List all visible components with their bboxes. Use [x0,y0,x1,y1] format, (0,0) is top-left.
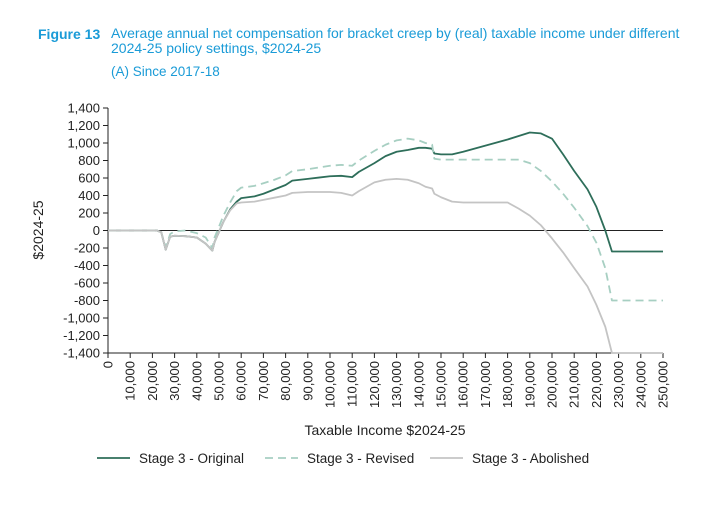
x-tick-label: 160,000 [456,361,471,408]
x-tick-label: 40,000 [189,361,204,401]
x-tick-label: 150,000 [434,361,449,408]
x-tick-label: 60,000 [234,361,249,401]
figure-title: Average annual net compensation for brac… [111,25,680,56]
series-line-abolished [108,177,663,354]
figure-label: Figure 13 [38,26,101,42]
y-axis: 1,400 1,200 1,000 800 600 400 200 0 -200 -400 -600… [63,101,109,361]
x-tick-label: 90,000 [300,361,315,401]
legend: Stage 3 - Original Stage 3 - Revised Stage… [97,451,589,466]
x-tick-label: 220,000 [589,361,604,408]
legend-label-original: Stage 3 - Original [139,451,244,466]
series-line-revised [108,137,663,302]
y-tick-label: 1,000 [67,136,100,151]
x-tick-label: 120,000 [367,361,382,408]
x-axis-label: Taxable Income $2024-25 [304,422,465,438]
x-tick-label: 100,000 [323,361,338,408]
x-tick-label: 70,000 [256,361,271,401]
x-tick-label: 30,000 [167,361,182,401]
x-tick-label: 250,000 [656,361,671,408]
figure-subtitle: (A) Since 2017-18 [111,64,220,79]
series-line-original [108,131,663,253]
legend-label-revised: Stage 3 - Revised [307,451,414,466]
x-tick-label: 210,000 [567,361,582,408]
y-tick-label: -1,400 [63,346,100,361]
x-axis: 0 10,000 20,000 30,000 40,000 50,000 60,000 70,… [101,230,671,408]
x-tick-label: 130,000 [389,361,404,408]
x-tick-label: 80,000 [278,361,293,401]
x-tick-label: 10,000 [123,361,138,401]
y-tick-label: 200 [78,206,100,221]
y-tick-label: -800 [74,293,100,308]
y-tick-label: -600 [74,276,100,291]
x-tick-label: 0 [101,361,116,368]
x-tick-label: 110,000 [345,361,360,407]
x-tick-label: 140,000 [411,361,426,408]
x-tick-label: 190,000 [522,361,537,408]
y-tick-label: -200 [74,241,100,256]
y-tick-label: 600 [78,171,100,186]
y-tick-label: 1,400 [67,101,100,116]
x-tick-label: 230,000 [611,361,626,408]
y-axis-label: $2024-25 [30,200,46,259]
y-tick-label: -1,000 [63,311,100,326]
y-tick-label: 800 [78,153,100,168]
series-layer [108,131,663,354]
x-tick-label: 50,000 [212,361,227,401]
y-tick-label: 400 [78,188,100,203]
x-tick-label: 170,000 [478,361,493,408]
x-tick-label: 200,000 [545,361,560,408]
y-tick-label: 1,200 [67,118,100,133]
legend-label-abolished: Stage 3 - Abolished [472,451,589,466]
y-tick-label: -1,200 [63,328,100,343]
x-tick-label: 180,000 [500,361,515,408]
x-tick-label: 240,000 [633,361,648,408]
y-tick-label: -400 [74,258,100,273]
y-tick-label: 0 [93,223,100,238]
x-tick-label: 20,000 [145,361,160,401]
